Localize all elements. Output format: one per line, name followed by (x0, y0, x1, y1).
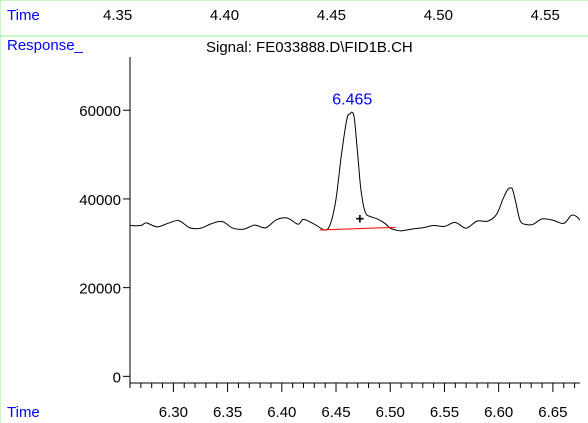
top-axis-tick-label: 4.50 (424, 7, 453, 24)
top-axis-tick-label: 4.35 (103, 7, 132, 24)
y-tick-label: 40000 (79, 192, 121, 209)
x-axis-label: Time (7, 404, 40, 421)
top-axis-label: Time (7, 7, 40, 24)
top-axis-ticks: 4.35 4.40 4.45 4.50 4.55 (103, 7, 560, 24)
x-tick-label: 6.30 (159, 404, 188, 421)
axes: 0 20000 40000 60000 6.30 6.35 6.40 6.45 6.50 6.55… (79, 57, 580, 421)
cursor-marker: + (355, 211, 364, 228)
y-tick-label: 0 (113, 369, 121, 386)
plot-marks: +6.465 (129, 91, 581, 232)
chart-title: Signal: FE033888.D\FID1B.CH (206, 39, 413, 56)
integration-baseline (319, 226, 396, 231)
y-tick-label: 20000 (79, 281, 121, 298)
x-tick-label: 6.40 (267, 404, 296, 421)
top-axis-tick-label: 4.55 (531, 7, 560, 24)
x-tick-label: 6.65 (538, 404, 567, 421)
top-axis-tick-label: 4.40 (210, 7, 239, 24)
x-tick-label: 6.55 (430, 404, 459, 421)
x-tick-label: 6.50 (376, 404, 405, 421)
y-tick-label: 60000 (79, 103, 121, 120)
x-tick-label: 6.45 (321, 404, 350, 421)
x-tick-label: 6.60 (484, 404, 513, 421)
y-axis-label: Response_ (7, 37, 84, 54)
signal-trace (129, 111, 581, 232)
top-axis-tick-label: 4.45 (317, 7, 346, 24)
peak-label: 6.465 (332, 91, 372, 108)
x-tick-label: 6.35 (213, 404, 242, 421)
